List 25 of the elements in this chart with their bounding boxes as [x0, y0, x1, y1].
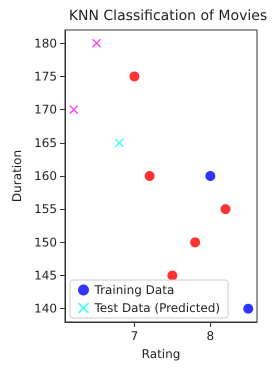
y-tick-label: 180: [34, 36, 57, 50]
x-tick-label: 8: [206, 329, 214, 343]
legend-label: Test Data (Predicted): [94, 301, 220, 315]
point: [92, 38, 101, 48]
point: [167, 270, 178, 281]
point: [190, 237, 200, 248]
chart-title: KNN Classification of Movies: [68, 8, 268, 24]
y-tick-label: 160: [34, 169, 57, 183]
y-tick-label: 175: [34, 69, 57, 84]
y-tick-label: 165: [34, 136, 57, 150]
point: [205, 171, 216, 181]
legend-label: Training Data: [94, 283, 174, 297]
x-tick-label: 7: [130, 329, 138, 343]
point: [220, 204, 231, 214]
point: [144, 171, 155, 181]
y-tick-label: 150: [34, 235, 57, 250]
y-tick-label: 140: [34, 302, 57, 316]
point: [69, 105, 78, 114]
y-tick-label: 155: [34, 202, 57, 216]
point: [129, 71, 140, 82]
point: [243, 304, 254, 314]
x-axis-title: Rating: [142, 347, 180, 361]
y-tick-label: 170: [34, 102, 57, 117]
y-tick-label: 145: [34, 268, 57, 283]
y-axis-title: Duration: [10, 150, 24, 202]
